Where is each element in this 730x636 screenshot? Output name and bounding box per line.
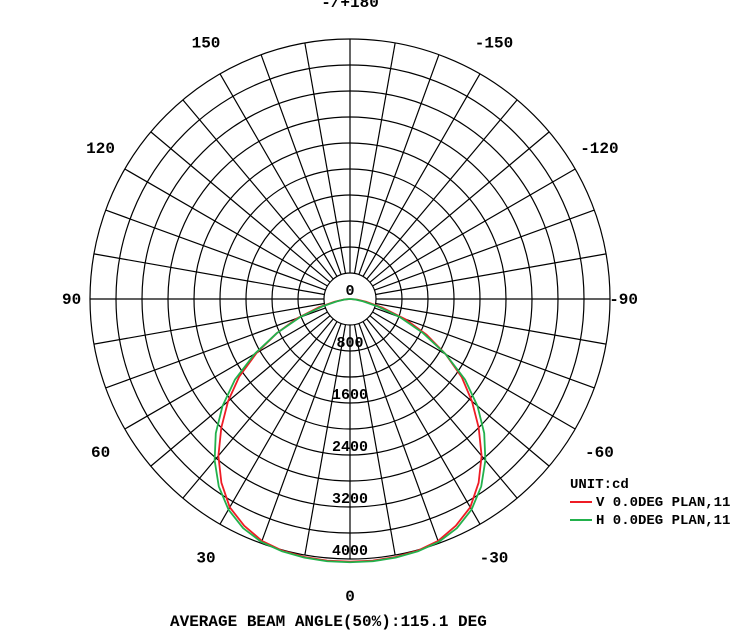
polar-chart: -/+180 -150 -120 -90 -60 -30 0 30 60 90 120 150 0 800…: [0, 0, 730, 636]
angle-label: 120: [86, 140, 115, 158]
angle-label: 150: [192, 35, 221, 53]
angle-label: 30: [196, 549, 215, 567]
angle-label: -/+180: [321, 0, 379, 12]
legend-unit: UNIT:cd: [570, 477, 629, 493]
ring-label: 800: [336, 335, 363, 352]
angle-label: 0: [345, 588, 355, 606]
ring-label: 4000: [332, 543, 368, 560]
angle-label: -60: [585, 444, 614, 462]
angle-label: 90: [62, 291, 81, 309]
legend-label: V 0.0DEG PLAN,113.2: [596, 495, 730, 511]
angle-label: -150: [475, 35, 513, 53]
footer-text: AVERAGE BEAM ANGLE(50%):115.1 DEG: [170, 613, 487, 631]
angle-label: -120: [580, 140, 618, 158]
ring-label: 0: [345, 283, 354, 300]
angle-label: -30: [480, 549, 509, 567]
ring-label: 3200: [332, 491, 368, 508]
ring-label: 2400: [332, 439, 368, 456]
legend-label: H 0.0DEG PLAN,117.1: [596, 513, 730, 529]
angle-label: 60: [91, 444, 110, 462]
polar-chart-svg: -/+180 -150 -120 -90 -60 -30 0 30 60 90 120 150 0 800…: [0, 0, 730, 636]
angle-label: -90: [609, 291, 638, 309]
ring-label: 1600: [332, 387, 368, 404]
